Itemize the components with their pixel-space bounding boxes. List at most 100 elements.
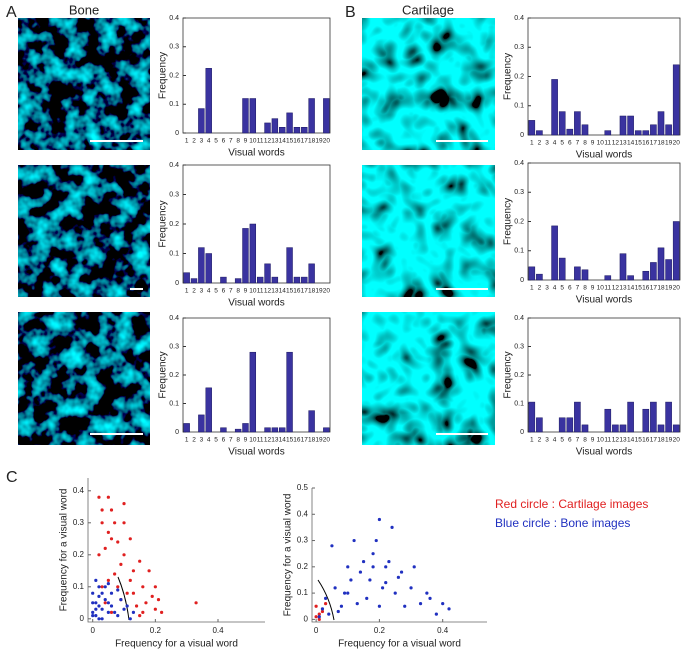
bar	[308, 263, 315, 284]
x-axis-label: Visual words	[228, 447, 285, 458]
image-title: Cartilage	[402, 2, 454, 17]
x-tick-label: 0.4	[212, 626, 224, 635]
bar	[619, 115, 627, 136]
x-tick-label: 8	[583, 140, 587, 147]
x-tick-label: 19	[315, 138, 323, 145]
x-tick-label: 12	[264, 288, 272, 295]
bar	[286, 112, 293, 134]
x-tick-label: 8	[583, 437, 587, 444]
point	[97, 594, 101, 599]
panel-label: C	[6, 469, 18, 486]
y-tick-label: 0.4	[514, 15, 524, 22]
point	[100, 591, 104, 595]
x-tick-label: 16	[293, 288, 301, 295]
y-tick-label: 0.2	[169, 372, 179, 379]
bar	[256, 276, 264, 284]
bar	[627, 275, 634, 281]
point	[106, 582, 110, 586]
x-axis-label: Frequency for a visual word	[115, 639, 238, 650]
point	[346, 591, 350, 595]
point	[403, 604, 407, 608]
y-tick-label: 0.4	[297, 509, 309, 518]
point	[97, 495, 101, 499]
point	[194, 601, 198, 605]
bar	[323, 98, 330, 134]
bar	[551, 79, 558, 136]
point	[336, 609, 340, 614]
point	[91, 614, 95, 618]
point	[100, 585, 104, 589]
y-tick-label: 0	[175, 429, 179, 436]
point	[113, 521, 117, 525]
point	[141, 585, 145, 589]
bar	[604, 130, 612, 136]
bar	[271, 118, 279, 134]
bar	[242, 228, 249, 284]
x-tick-label: 13	[271, 437, 279, 444]
x-tick-label: 14	[279, 437, 287, 444]
bar	[536, 417, 543, 433]
y-tick-label: 0.3	[169, 191, 179, 198]
bar	[528, 266, 536, 281]
bar	[672, 221, 680, 281]
bar	[183, 423, 190, 433]
point	[393, 591, 397, 595]
y-axis-label: Frequency	[503, 53, 514, 100]
point	[324, 596, 328, 600]
x-tick-label: 3	[200, 138, 204, 145]
point	[153, 585, 157, 589]
bar	[279, 127, 286, 134]
x-tick-label: 2	[192, 288, 196, 295]
bar	[581, 269, 589, 281]
x-tick-label: 5	[214, 138, 218, 145]
bar	[249, 351, 257, 433]
scale-bars	[90, 140, 488, 435]
x-tick-label: 6	[568, 285, 572, 292]
x-tick-label: 3	[545, 437, 549, 444]
y-tick-label: 0.3	[514, 44, 524, 51]
micrograph	[362, 165, 495, 297]
y-axis-label: Frequency	[503, 198, 514, 245]
y-tick-label: 0.4	[514, 160, 524, 167]
x-tick-label: 20	[323, 288, 331, 295]
y-axis-label: Frequency for a visual word	[283, 494, 294, 617]
x-tick-label: 1	[530, 285, 534, 292]
y-axis-label: Frequency for a visual word	[59, 489, 70, 612]
x-tick-label: 15	[286, 288, 294, 295]
x-tick-label: 2	[538, 285, 542, 292]
point	[141, 610, 145, 615]
point	[390, 525, 394, 530]
point	[106, 601, 110, 605]
x-tick-label: 11	[604, 140, 611, 147]
y-tick-label: 0.4	[169, 162, 179, 169]
x-tick-label: 10	[597, 140, 605, 147]
bar	[323, 427, 330, 433]
x-tick-label: 9	[591, 437, 595, 444]
bar	[271, 276, 279, 284]
x-tick-label: 6	[222, 138, 226, 145]
point	[106, 610, 110, 615]
y-tick-label: 0	[175, 280, 179, 287]
bar	[566, 417, 574, 433]
point	[320, 609, 325, 614]
point	[94, 578, 98, 583]
plot-frame	[182, 164, 331, 284]
bar	[619, 424, 627, 433]
bar	[604, 408, 612, 433]
point	[128, 537, 132, 541]
x-tick-label: 3	[200, 288, 204, 295]
point	[355, 602, 359, 606]
y-tick-label: 0.3	[73, 518, 85, 527]
point	[100, 508, 104, 512]
point	[425, 591, 429, 595]
x-tick-label: 20	[673, 285, 681, 292]
x-tick-label: 13	[271, 138, 279, 145]
point	[144, 601, 148, 605]
bar	[650, 401, 657, 433]
bar	[536, 130, 543, 136]
y-tick-label: 0.1	[514, 248, 524, 255]
panel-label: A	[6, 4, 17, 21]
bar	[634, 130, 642, 136]
point	[97, 604, 101, 608]
